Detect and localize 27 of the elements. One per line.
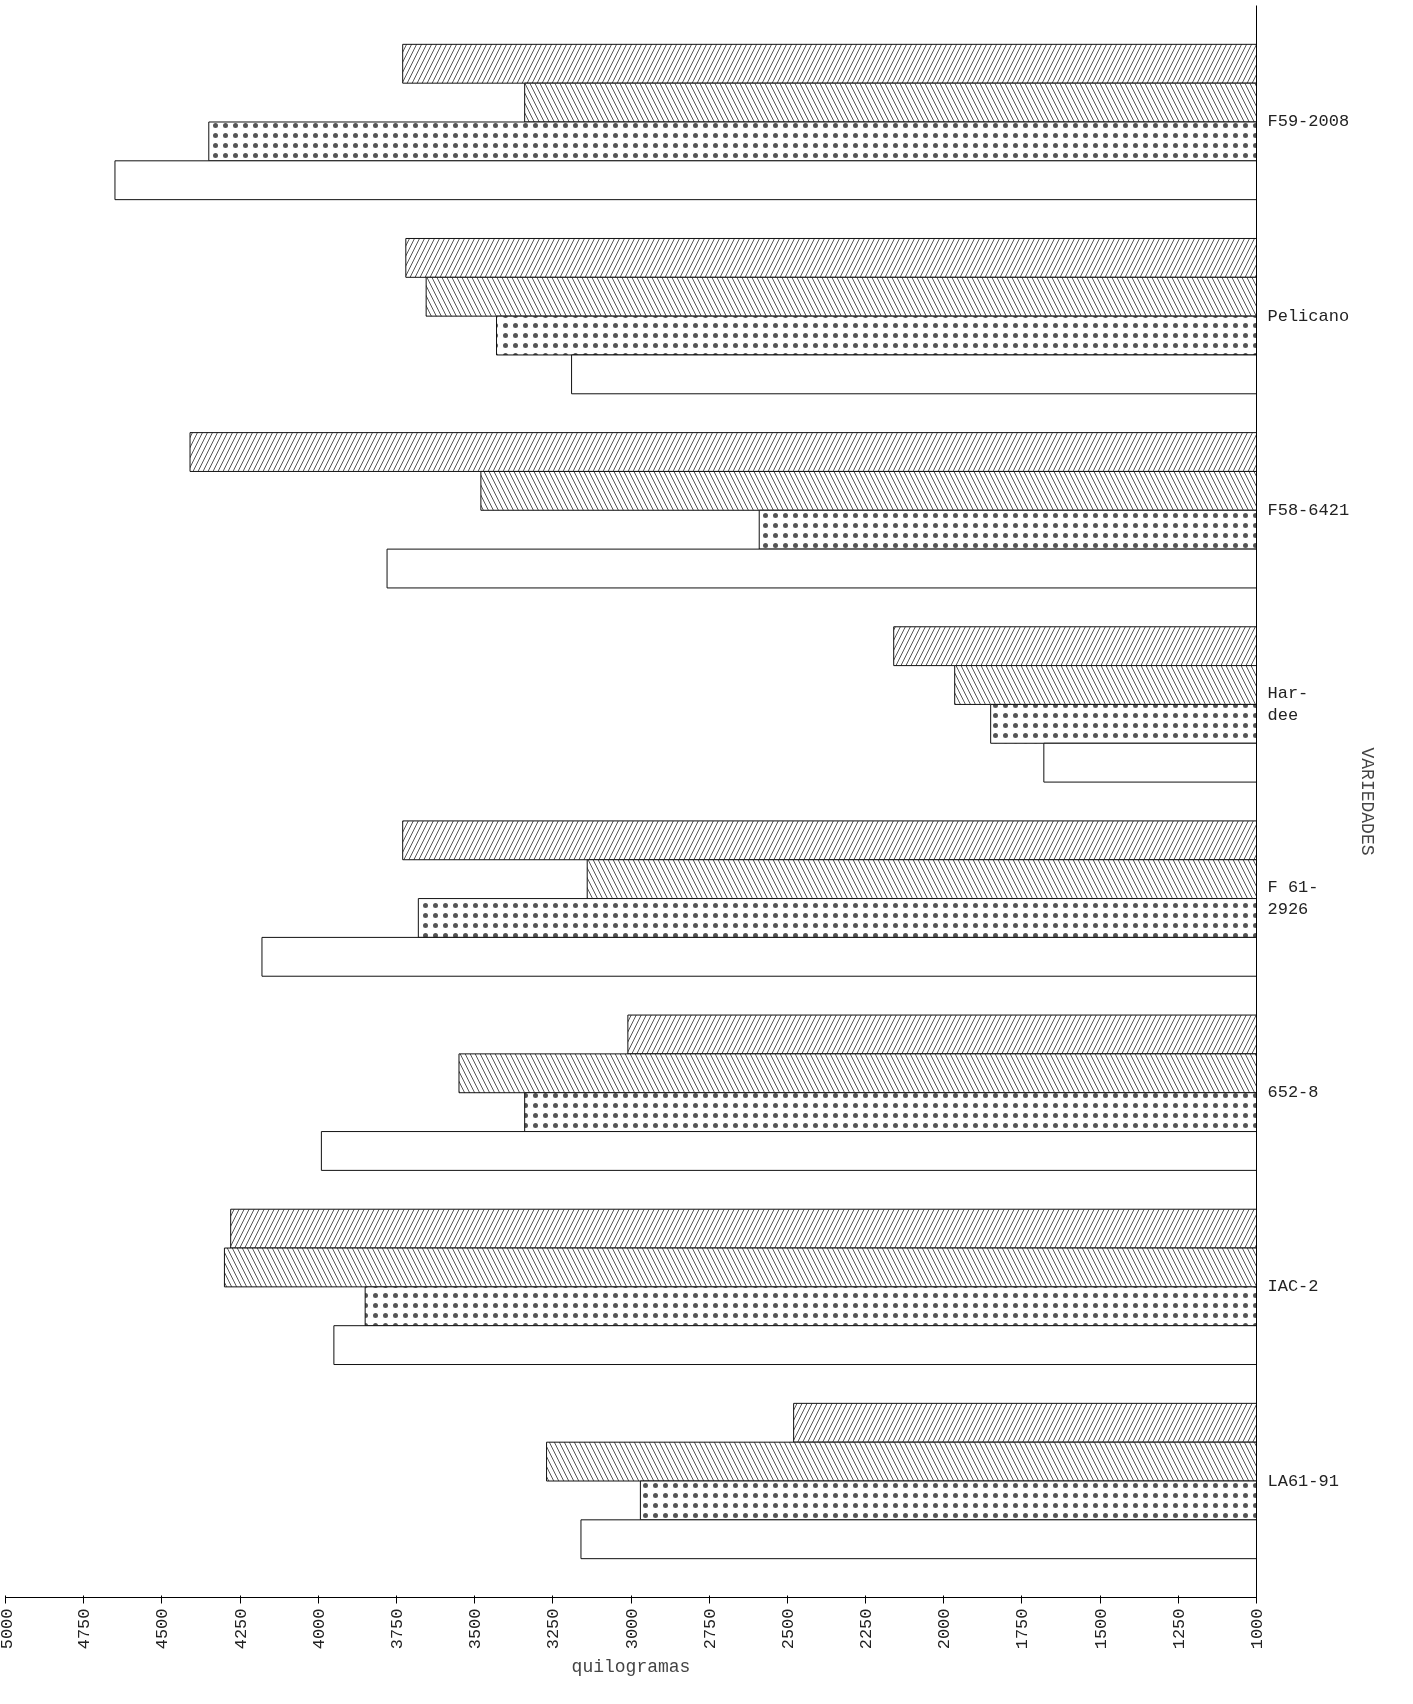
y-tick-label: IAC-2 — [1267, 1277, 1319, 1297]
y-tick-label: Har- dee — [1267, 683, 1309, 726]
x-tick-label: 2250 — [857, 1608, 877, 1650]
x-tick-label: 3750 — [387, 1608, 407, 1650]
x-tick-label: 4500 — [153, 1608, 173, 1650]
x-tick-label: 4250 — [231, 1608, 251, 1650]
x-tick-label: 1500 — [1091, 1608, 1111, 1650]
x-tick-label: 1250 — [1169, 1608, 1189, 1650]
y-axis-title: VARIEDADES — [1357, 747, 1378, 856]
y-tick-label: LA61-91 — [1267, 1471, 1339, 1491]
y-tick-label: F59-2008 — [1267, 112, 1350, 132]
x-tick-label: 5000 — [0, 1608, 17, 1650]
y-tick-label: Pelicano — [1267, 306, 1350, 326]
x-tick-label: 1750 — [1013, 1608, 1033, 1650]
x-tick-label: 4750 — [75, 1608, 95, 1650]
x-tick-label: 2500 — [778, 1608, 798, 1650]
x-tick-label: 3000 — [622, 1608, 642, 1650]
x-axis-title: quilogramas — [571, 1657, 691, 1678]
x-tick-label: 1000 — [1248, 1608, 1267, 1650]
x-tick-label: 4000 — [309, 1608, 329, 1650]
x-tick-label: 3500 — [466, 1608, 486, 1650]
x-tick-label: 2000 — [935, 1608, 955, 1650]
y-tick-label: F 61- 2926 — [1267, 877, 1319, 920]
x-tick-label: 2750 — [700, 1608, 720, 1650]
x-tick-label: 3250 — [544, 1608, 564, 1650]
y-tick-label: F58-6421 — [1267, 500, 1350, 520]
y-tick-label: 652-8 — [1267, 1083, 1319, 1103]
